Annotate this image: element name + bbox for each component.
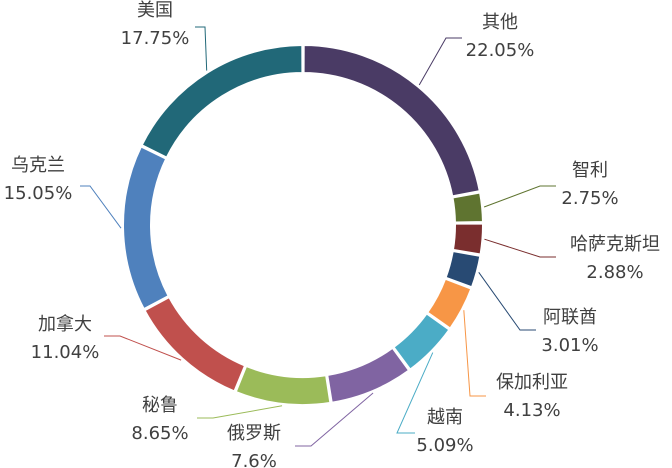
slice-percent-label: 15.05% [4, 183, 73, 204]
slice-name-label: 哈萨克斯坦 [570, 234, 660, 255]
leader-line-9 [104, 335, 182, 361]
slice-6 [392, 312, 451, 372]
slice-percent-label: 2.88% [586, 262, 643, 283]
leader-line-10 [80, 185, 122, 229]
slice-percent-label: 7.6% [231, 451, 277, 468]
slice-percent-label: 22.05% [466, 40, 535, 61]
leader-line-8 [197, 405, 283, 419]
leader-line-11 [195, 26, 208, 71]
slice-10 [122, 145, 170, 311]
slice-5 [425, 277, 473, 330]
slice-3 [451, 222, 484, 256]
slice-percent-label: 17.75% [121, 28, 190, 49]
slice-name-label: 阿联酋 [543, 307, 597, 328]
slice-4 [444, 249, 482, 289]
slice-percent-label: 3.01% [541, 335, 598, 356]
slice-name-label: 加拿大 [38, 313, 92, 335]
slice-name-label: 俄罗斯 [227, 423, 281, 444]
slice-name-label: 其他 [482, 12, 518, 33]
leader-line-5 [463, 310, 486, 397]
slice-9 [143, 295, 247, 393]
leader-line-1 [418, 37, 462, 86]
slice-name-label: 保加利亚 [496, 372, 568, 393]
slice-percent-label: 4.13% [503, 400, 560, 421]
slice-name-label: 越南 [427, 407, 463, 428]
slice-name-label: 秘鲁 [142, 395, 178, 416]
slice-percent-label: 8.65% [131, 423, 188, 444]
leader-line-3 [484, 238, 556, 258]
slice-name-label: 乌克兰 [11, 155, 65, 176]
slice-2 [451, 191, 484, 224]
slice-percent-label: 5.09% [416, 435, 473, 456]
slice-percent-label: 11.04% [31, 342, 100, 363]
slice-11 [140, 43, 304, 159]
leader-line-6 [396, 352, 434, 434]
leader-line-7 [295, 392, 374, 447]
leader-line-2 [483, 185, 556, 208]
slice-percent-label: 2.75% [561, 188, 618, 209]
slice-name-label: 美国 [137, 0, 173, 21]
leader-line-4 [478, 272, 536, 331]
slice-name-label: 智利 [572, 160, 608, 181]
slice-8 [234, 364, 332, 406]
slice-1 [302, 43, 481, 198]
slice-7 [326, 346, 411, 404]
